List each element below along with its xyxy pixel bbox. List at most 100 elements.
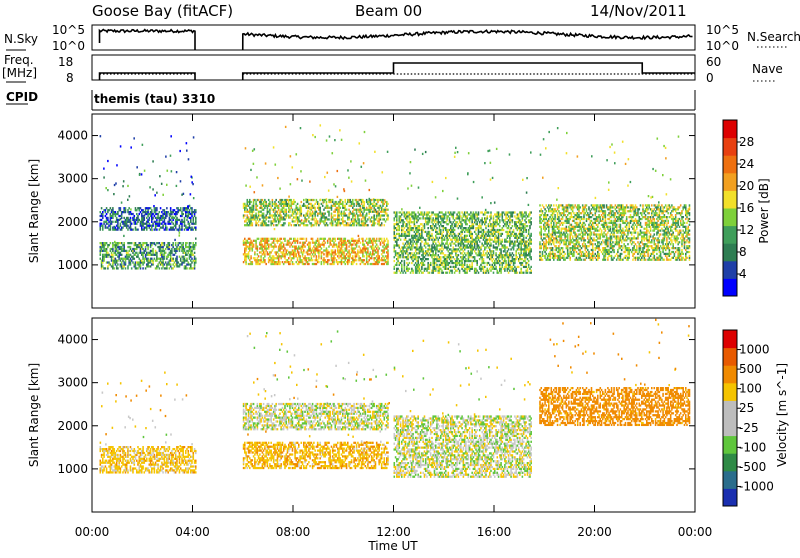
echo-cell bbox=[455, 244, 457, 246]
echo-cell bbox=[116, 217, 118, 219]
echo-cell bbox=[328, 259, 330, 261]
echo-cell bbox=[356, 263, 358, 265]
echo-cell bbox=[508, 272, 510, 274]
echo-cell bbox=[112, 242, 114, 244]
echo-cell bbox=[404, 260, 406, 262]
echo-cell bbox=[401, 264, 403, 266]
echo-cell bbox=[301, 207, 303, 209]
echo-cell bbox=[101, 267, 103, 269]
echo-cell bbox=[514, 262, 516, 264]
echo-cell bbox=[346, 246, 348, 248]
echo-cell bbox=[188, 158, 190, 160]
echo-cell bbox=[263, 213, 265, 215]
echo-cell bbox=[510, 227, 512, 229]
echo-cell bbox=[359, 142, 361, 144]
echo-cell bbox=[358, 235, 360, 237]
echo-cell bbox=[256, 176, 258, 178]
echo-cell bbox=[284, 240, 286, 242]
echo-cell bbox=[369, 189, 371, 191]
echo-cell bbox=[523, 237, 525, 239]
echo-cell bbox=[471, 252, 473, 254]
echo-cell bbox=[425, 246, 427, 248]
echo-cell bbox=[328, 246, 330, 248]
echo-cell bbox=[495, 252, 497, 254]
echo-cell bbox=[365, 216, 367, 218]
echo-cell bbox=[508, 248, 510, 250]
echo-cell bbox=[313, 255, 315, 257]
echo-cell bbox=[191, 207, 193, 209]
echo-cell bbox=[415, 225, 417, 227]
echo-cell bbox=[120, 145, 122, 147]
echo-cell bbox=[180, 207, 182, 209]
echo-cell bbox=[476, 270, 478, 272]
nsky-label: N.Sky bbox=[4, 32, 38, 46]
echo-cell bbox=[323, 201, 325, 203]
echo-cell bbox=[149, 223, 151, 225]
echo-cell bbox=[291, 238, 293, 240]
echo-cell bbox=[299, 255, 301, 257]
echo-cell bbox=[404, 221, 406, 223]
echo-cell bbox=[324, 242, 326, 244]
echo-cell bbox=[179, 256, 181, 258]
echo-cell bbox=[507, 237, 509, 239]
echo-cell bbox=[136, 252, 138, 254]
echo-cell bbox=[307, 211, 309, 213]
echo-cell bbox=[257, 205, 259, 207]
echo-cell bbox=[144, 219, 146, 221]
echo-cell bbox=[444, 217, 446, 219]
echo-cell bbox=[106, 248, 108, 250]
echo-cell bbox=[274, 207, 276, 209]
echo-cell bbox=[318, 255, 320, 257]
echo-cell bbox=[495, 266, 497, 268]
echo-cell bbox=[400, 239, 402, 241]
echo-cell bbox=[493, 272, 495, 274]
echo-cell bbox=[140, 207, 142, 209]
echo-cell bbox=[292, 166, 294, 168]
echo-cell bbox=[275, 220, 277, 222]
echo-cell bbox=[478, 213, 480, 215]
echo-cell bbox=[151, 229, 153, 231]
echo-cell bbox=[268, 240, 270, 242]
echo-cell bbox=[371, 207, 373, 209]
echo-cell bbox=[460, 215, 462, 217]
echo-cell bbox=[387, 209, 389, 211]
echo-cell bbox=[297, 240, 299, 242]
echo-cell bbox=[161, 183, 163, 185]
echo-cell bbox=[297, 211, 299, 213]
echo-cell bbox=[387, 203, 389, 205]
echo-cell bbox=[404, 266, 406, 268]
echo-cell bbox=[150, 229, 152, 231]
echo-cell bbox=[384, 249, 386, 251]
echo-cell bbox=[252, 249, 254, 251]
echo-cell bbox=[422, 272, 424, 274]
echo-cell bbox=[382, 171, 384, 173]
nave-bottom-tick: 0 bbox=[706, 71, 714, 85]
echo-cell bbox=[137, 267, 139, 269]
echo-cell bbox=[332, 152, 334, 154]
echo-cell bbox=[362, 199, 364, 201]
echo-cell bbox=[132, 229, 134, 231]
echo-cell bbox=[243, 216, 245, 218]
echo-cell bbox=[275, 164, 277, 166]
echo-cell bbox=[156, 267, 158, 269]
echo-cell bbox=[311, 255, 313, 257]
echo-cell bbox=[318, 240, 320, 242]
echo-cell bbox=[100, 135, 102, 137]
echo-cell bbox=[335, 238, 337, 240]
echo-cell bbox=[464, 262, 466, 264]
echo-cell bbox=[125, 209, 127, 211]
echo-cell bbox=[410, 217, 412, 219]
echo-cell bbox=[102, 225, 104, 227]
echo-cell bbox=[134, 258, 136, 260]
echo-cell bbox=[443, 272, 445, 274]
echo-cell bbox=[137, 215, 139, 217]
echo-cell bbox=[307, 224, 309, 226]
echo-cell bbox=[252, 150, 254, 152]
echo-cell bbox=[409, 211, 411, 213]
echo-cell bbox=[328, 190, 330, 192]
echo-cell bbox=[483, 258, 485, 260]
echo-cell bbox=[352, 255, 354, 257]
echo-cell bbox=[105, 267, 107, 269]
echo-cell bbox=[107, 267, 109, 269]
echo-cell bbox=[300, 170, 302, 172]
